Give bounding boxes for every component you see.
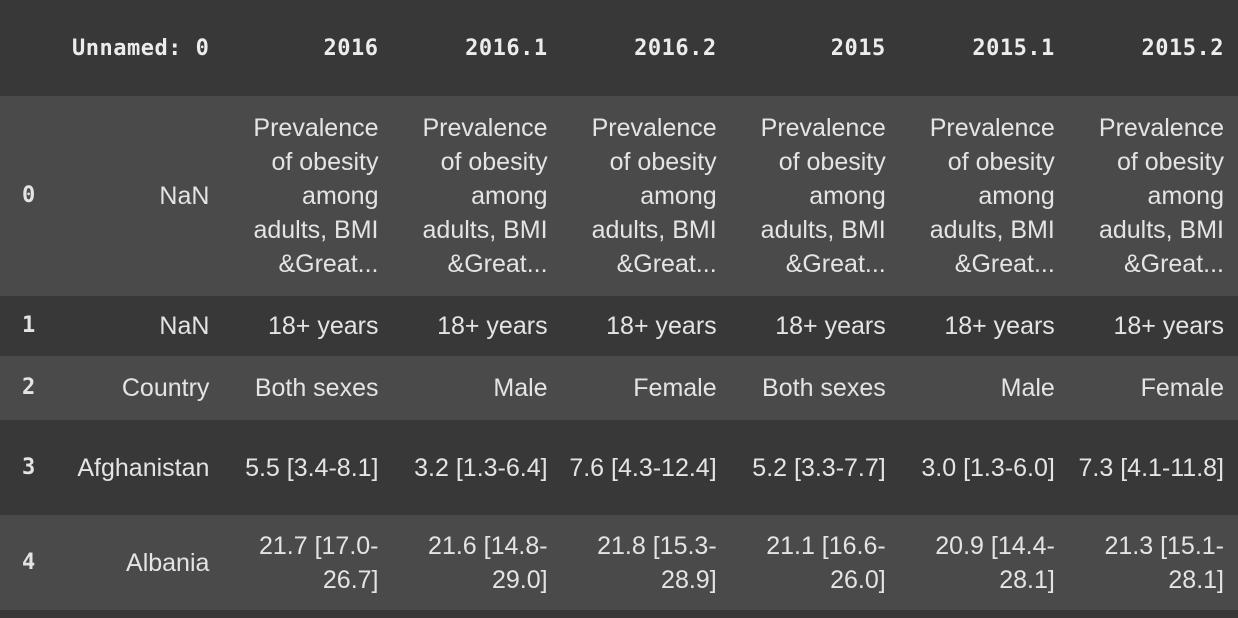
table-row: 1 NaN 18+ years 18+ years 18+ years 18+ …	[0, 296, 1238, 356]
row-index: 1	[22, 313, 36, 338]
table-cell: Female	[1140, 374, 1224, 402]
column-header-2016: 2016	[323, 35, 379, 61]
table-cell: Albania	[126, 548, 210, 577]
table-cell: Prevalence of obesity among adults, BMI …	[760, 114, 886, 278]
table-cell: Prevalence of obesity among adults, BMI …	[422, 114, 548, 278]
table-row: 0 NaN Prevalence of obesity among adults…	[0, 96, 1238, 296]
column-header-2015-1: 2015.1	[972, 35, 1055, 61]
column-header-unnamed-0: Unnamed: 0	[71, 35, 210, 61]
table-cell: 18+ years	[775, 312, 886, 340]
table-cell: Prevalence of obesity among adults, BMI …	[253, 114, 379, 278]
table-row: 3 Afghanistan 5.5 [3.4-8.1] 3.2 [1.3-6.4…	[0, 420, 1238, 515]
column-header-2016-1: 2016.1	[465, 35, 548, 61]
header-row: Unnamed: 0 2016 2016.1 2016.2 2015 2015.…	[0, 0, 1238, 96]
table-cell: 21.7 [17.0-26.7]	[258, 531, 379, 594]
table-cell: 18+ years	[268, 312, 379, 340]
table-cell: 5.2 [3.3-7.7]	[752, 453, 886, 482]
table-cell: 18+ years	[1113, 312, 1225, 340]
table-cell: Country	[121, 374, 210, 402]
table-cell: 21.3 [15.1-28.1]	[1104, 531, 1224, 594]
table-cell: 5.5 [3.4-8.1]	[245, 453, 379, 482]
table-cell: Prevalence of obesity among adults, BMI …	[929, 114, 1055, 278]
table-cell: NaN	[159, 312, 210, 340]
row-index: 3	[22, 454, 36, 480]
table-cell: Male	[493, 374, 548, 402]
table-cell: Prevalence of obesity among adults, BMI …	[1098, 114, 1224, 278]
table-cell: 18+ years	[606, 312, 717, 340]
table-cell: 7.3 [4.1-11.8]	[1078, 453, 1224, 482]
table-cell: 3.0 [1.3-6.0]	[921, 453, 1055, 482]
table-cell: 18+ years	[944, 312, 1055, 340]
table-cell: Female	[633, 374, 717, 402]
table-cell: 18+ years	[437, 312, 548, 340]
table-cell: Both sexes	[762, 374, 886, 402]
row-index: 0	[22, 183, 36, 208]
column-header-2016-2: 2016.2	[634, 35, 717, 61]
table-row: 4 Albania 21.7 [17.0-26.7] 21.6 [14.8-29…	[0, 515, 1238, 610]
table-cell: Afghanistan	[77, 453, 210, 482]
row-index: 4	[22, 549, 36, 575]
table-cell: Both sexes	[254, 374, 379, 402]
table-cell: Male	[1000, 374, 1055, 402]
table-cell: 21.8 [15.3-28.9]	[597, 531, 717, 594]
index-header	[0, 0, 52, 96]
table-cell: 3.2 [1.3-6.4]	[414, 453, 548, 482]
table-cell: NaN	[159, 182, 210, 210]
table-row: 2 Country Both sexes Male Female Both se…	[0, 356, 1238, 420]
column-header-2015: 2015	[830, 35, 886, 61]
row-index: 2	[22, 375, 36, 400]
table-cell: 21.6 [14.8-29.0]	[428, 531, 548, 594]
table-cell: 20.9 [14.4-28.1]	[935, 531, 1055, 594]
table-cell: Prevalence of obesity among adults, BMI …	[591, 114, 717, 278]
column-header-2015-2: 2015.2	[1141, 35, 1224, 61]
table-cell: 21.1 [16.6-26.0]	[766, 531, 886, 594]
table-cell: 7.6 [4.3-12.4]	[569, 453, 717, 482]
